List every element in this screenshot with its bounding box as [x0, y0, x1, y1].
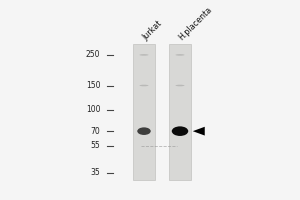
Text: H.placenta: H.placenta [177, 5, 214, 42]
Ellipse shape [172, 126, 188, 136]
Text: Jurkat: Jurkat [141, 19, 164, 42]
Ellipse shape [176, 85, 184, 86]
Text: 55: 55 [91, 141, 100, 150]
FancyBboxPatch shape [169, 44, 191, 180]
Text: 100: 100 [86, 105, 100, 114]
FancyBboxPatch shape [133, 44, 155, 180]
Text: 250: 250 [86, 50, 100, 59]
Text: 70: 70 [91, 127, 100, 136]
Ellipse shape [140, 54, 148, 56]
Ellipse shape [176, 54, 184, 56]
Ellipse shape [137, 127, 151, 135]
Polygon shape [193, 127, 205, 136]
Text: 150: 150 [86, 81, 100, 90]
Ellipse shape [140, 85, 148, 86]
Text: 35: 35 [91, 168, 100, 177]
